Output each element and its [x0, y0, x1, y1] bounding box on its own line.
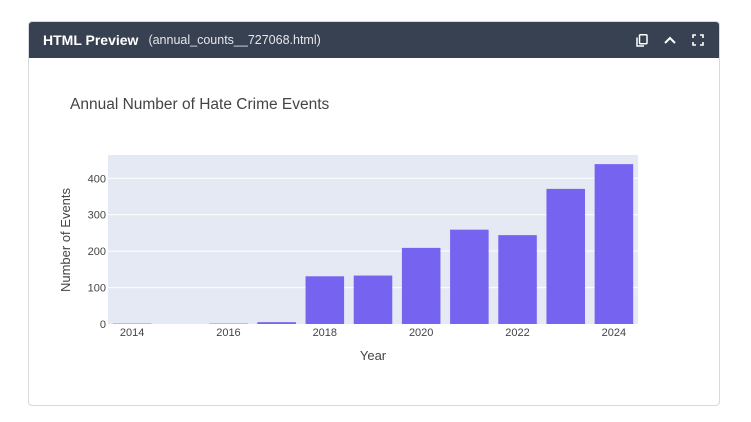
- bar-2019: [353, 275, 393, 324]
- bar-2023: [546, 188, 585, 324]
- bar-2017: [257, 322, 296, 324]
- panel-title: HTML Preview: [43, 32, 139, 48]
- x-tick-label: 2022: [505, 327, 529, 339]
- y-tick-label: 200: [88, 246, 106, 258]
- x-tick-label: 2014: [120, 327, 144, 339]
- chevron-up-icon[interactable]: [663, 33, 677, 47]
- bar-2024: [594, 164, 634, 324]
- fullscreen-icon[interactable]: [691, 33, 705, 47]
- x-tick-label: 2016: [216, 327, 240, 339]
- y-tick-label: 300: [88, 210, 106, 222]
- bar-2018: [305, 276, 345, 324]
- y-axis-label: Number of Events: [58, 187, 73, 292]
- x-tick-label: 2018: [313, 327, 337, 339]
- bar-2020: [401, 247, 441, 324]
- y-tick-label: 400: [88, 173, 106, 185]
- chart-title: Annual Number of Hate Crime Events: [70, 96, 330, 113]
- bar-2021: [450, 229, 489, 324]
- y-tick-label: 100: [88, 283, 106, 295]
- x-tick-label: 2020: [409, 327, 433, 339]
- x-axis-label: Year: [360, 348, 387, 363]
- file-name: (annual_counts__727068.html): [148, 33, 321, 47]
- y-tick-label: 0: [100, 319, 106, 331]
- x-tick-label: 2024: [602, 327, 626, 339]
- copy-icon[interactable]: [635, 33, 649, 47]
- bar-2022: [498, 235, 537, 324]
- panel-header: HTML Preview (annual_counts__727068.html…: [29, 22, 719, 58]
